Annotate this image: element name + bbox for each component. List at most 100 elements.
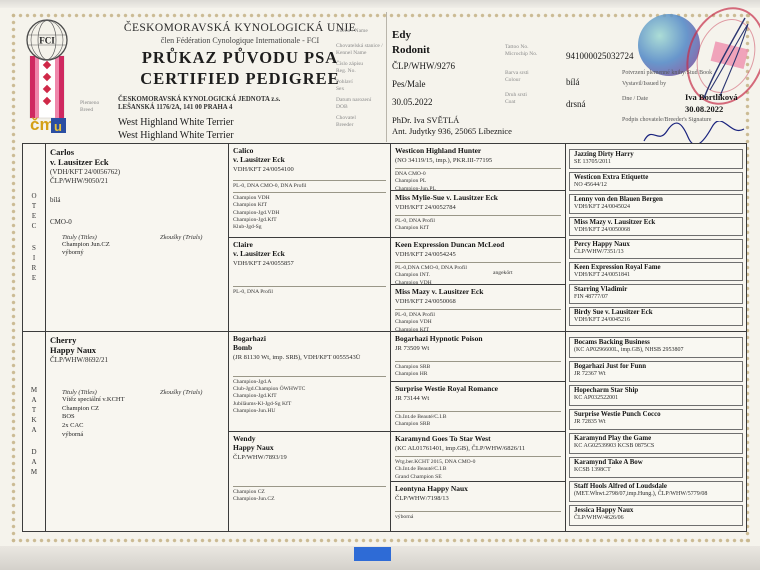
studbook-confirm-label: Potvrzení plemenné knihy/Stud Book [622, 70, 713, 76]
titles-label: Tituly (Titles) [62, 388, 97, 396]
field-coat: Druh srsti Coat drsná [505, 92, 586, 109]
dog-reg: (JR 81130 Wt, imp. SRB), VDH/KFT 0055543… [233, 353, 361, 361]
issued-by-label: Vystavil/Issued by [622, 81, 667, 87]
dog-reg: VDH/KFT 24/0051841 [574, 271, 631, 278]
svg-text:FCI: FCI [39, 36, 55, 46]
dog-reg: (NO 34119/15, imp.), PKR.III-77195 [395, 156, 493, 164]
dog-details: Champion SRB Champion HR [395, 363, 431, 378]
dog-regno: ČLP/WHW/9276 [392, 61, 455, 71]
pedigree-box: Staff Hools Alfred of Loudsdale (MET.Whwt… [569, 481, 743, 502]
field-chip: Tattoo No. Microchip No. 941000025032724 [505, 44, 634, 61]
blue-marker [354, 547, 391, 561]
pedigree-box: Karamynd Play the Game KC AG02539903 KCSB… [569, 433, 743, 454]
dog-reg: (MET.Whwt.2798/07,imp.Hung.), ČLP/WHW/57… [574, 491, 708, 498]
titles-list: Champion-Jgd.A Club-Jgd.Champion ÖWHWTC … [233, 375, 386, 415]
otec-label: OTEC [30, 191, 38, 232]
registry-line2: LEŠANSKÁ 1176/2A, 141 00 PRAHA 4 [118, 104, 233, 112]
name-label: Jméno / Name [336, 28, 368, 34]
dog-reg: VDH/KFT 24/0054100 [233, 165, 294, 173]
kennel-label: Chovatelská stanice / Kennel Name [336, 43, 383, 56]
pedigree-box: Lenny von den Blauen Bergen VDH/KFT 24/00… [569, 194, 743, 214]
pedigree-cell: Claire v. Lausitzer Eck VDH/KFT 24/00558… [229, 238, 390, 331]
dog-reg: VDH/KFT 24/0055857 [233, 259, 294, 267]
dog-name: Keen Expression Duncan McLeod [395, 240, 505, 249]
colour-label: Barva srsti Colour [505, 70, 529, 83]
breeder-label: Chovatel Breeder [336, 115, 356, 128]
field-dob: Datum narození DOB 30.05.2022 [336, 97, 433, 111]
dog-dob: 30.05.2022 [392, 97, 433, 107]
dog-colour: bílá [566, 77, 580, 87]
dog-health: PL-0, DNA CMO-0, DNA Profil [233, 179, 386, 190]
org-subtitle: člen Fédération Cynologique Internationa… [160, 36, 320, 45]
pedigree-box: Keen Expression Royal Fame VDH/KFT 24/005… [569, 261, 743, 281]
dog-reg: JR 73509 Wt [395, 344, 430, 352]
dog-name: Westicon Extra Etiquette [574, 173, 649, 181]
dog-name: Keen Expression Royal Fame [574, 263, 661, 271]
breed-label: Plemeno Breed [80, 100, 100, 114]
dog-name: Hopecharm Star Ship [574, 387, 639, 394]
parents-column: Carlos v. Lausitzer Eck (VDH/KFT 24/0056… [45, 144, 228, 531]
pedigree-cell: Bogarhazi Bomb (JR 81130 Wt, imp. SRB), … [229, 332, 390, 432]
pedigree-cell: Keen Expression Duncan McLeod VDH/KFT 24… [391, 238, 565, 285]
dog-name: Wendy Happy Naux [233, 434, 274, 452]
great-grandparents-column: Westicon Highland Hunter (NO 34119/15, i… [390, 144, 565, 531]
decorative-border-left [10, 12, 18, 545]
dog-reg: JR 72835 Wt [574, 419, 606, 426]
dog-kennel: Rodonit [392, 44, 430, 56]
org-name: ČESKOMORAVSKÁ KYNOLOGICKÁ UNIE [123, 22, 357, 34]
breed-value-1: West Highland White Terrier [118, 116, 234, 128]
dog-reg: FIN 48777/07 [574, 294, 608, 301]
dam-label-cell: MATKA DAM [23, 332, 45, 531]
great-great-grandparents-column: Jazzing Dirty Harry SE 13705/2011 Westico… [565, 144, 746, 531]
dog-name: Jessica Happy Naux [574, 507, 634, 514]
breeder-signature-label: Podpis chovatele/Breeder's Signature [622, 117, 712, 123]
dog-colour: bílá [50, 195, 61, 204]
dog-name: Carlos v. Lausitzer Eck [50, 147, 109, 168]
pedigree-cell: Bogarhazi Hypnotic Poison JR 73509 Wt Ch… [391, 332, 565, 382]
pedigree-table: OTEC SIRE MATKA DAM Carlos v. Lausitzer … [22, 143, 747, 532]
pedigree-box: Birdy Sue v. Lausitzer Eck VDH/KFT 24/004… [569, 306, 743, 326]
pedigree-box: Percy Happy Naux ČLP/WHW/7351/13 [569, 239, 743, 259]
dog-reg: JR 72367 Wt [574, 371, 606, 378]
dog-name: Karamynd Take A Bow [574, 459, 643, 466]
dog-reg: ČLP/WHW/7351/13 [574, 249, 624, 256]
dog-name: Edy [392, 29, 411, 41]
cmku-fci-emblem-icon: FCI čm u [26, 19, 68, 134]
dog-name: Karamynd Goes To Star West [395, 434, 491, 443]
header-block: ČESKOMORAVSKÁ KYNOLOGICKÁ UNIE člen Fédé… [85, 22, 395, 89]
dog-reg: KC AG02539903 KCSB 0875CS [574, 443, 655, 450]
titles-row: Tituly (Titles) Vítěz speciální v.KCHT C… [50, 389, 224, 440]
dog-reg: KCSB 1398CT [574, 467, 611, 474]
field-colour: Barva srsti Colour bílá [505, 70, 580, 87]
dog-name: Miss Mazy v. Lausitzer Eck [395, 287, 484, 296]
decorative-border-right [744, 12, 752, 545]
dog-reg: JR 73144 Wt [395, 394, 430, 402]
date-label: Dne / Date [622, 96, 648, 102]
pedigree-cell: Calico v. Lausitzer Eck VDH/KFT 24/00541… [229, 144, 390, 238]
dog-name: Leontyna Happy Naux [395, 484, 468, 493]
dog-reg: VDH/KFT 24/0045216 [574, 316, 631, 323]
chip-label: Tattoo No. Microchip No. [505, 44, 538, 57]
dog-name: Cherry Happy Naux [50, 335, 97, 356]
dog-reg: VDH/KFT 24/0054245 [395, 250, 456, 258]
dog-breeder: PhDr. Iva SVĚTLÁ Ant. Judytky 936, 25065… [392, 115, 512, 137]
pedigree-box: Hopecharm Star Ship KC AP032522001 [569, 385, 743, 406]
field-sex: Pohlaví Sex Pes/Male [336, 79, 426, 93]
dog-details: PL-0, DNA Profil Champion KfT [395, 217, 435, 232]
dog-name: Surprise Westie Punch Cocco [574, 411, 661, 418]
titles-list: Champion CZ Champion-Jun.CZ [233, 485, 386, 504]
header-divider [386, 12, 387, 142]
dog-name: Miss Mazy v. Lausitzer Eck [574, 218, 656, 226]
dog-reg: ČLP/WHW/7893/19 [233, 453, 287, 461]
dog-name: Claire v. Lausitzer Eck [233, 240, 285, 258]
dog-reg: ČLP/WHW/8692/21 [50, 356, 108, 365]
coat-label: Druh srsti Coat [505, 92, 527, 105]
dog-reg: (KC AP0296600L, imp.GB), NHSB 2953807 [574, 347, 684, 354]
titles-list: Vítěz speciální v.KCHT Champion CZ BOS 2… [62, 395, 125, 438]
dam-label: DAM [30, 447, 38, 478]
pedigree-cell: Wendy Happy Naux ČLP/WHW/7893/19 Champio… [229, 432, 390, 531]
document-title-en: CERTIFIED PEDIGREE [140, 69, 340, 88]
pedigree-box: Jazzing Dirty Harry SE 13705/2011 [569, 149, 743, 169]
dog-name: Westicon Highland Hunter [395, 146, 482, 155]
